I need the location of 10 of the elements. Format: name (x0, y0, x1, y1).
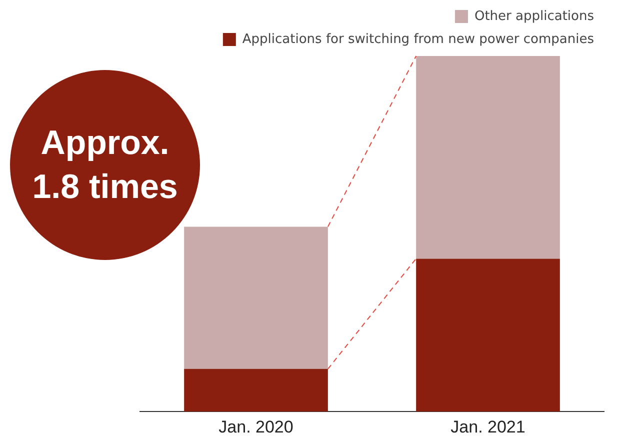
circle-badge: Approx. 1.8 times (10, 70, 200, 260)
x-tick-label: Jan. 2021 (450, 417, 526, 436)
legend-label: Other applications (474, 8, 594, 24)
bar (184, 368, 328, 412)
annotation: Approx. 1.8 times (31, 122, 179, 208)
bar (184, 226, 328, 369)
legend-label: Applications for switching from new power companies (242, 32, 594, 47)
x-tick-label: Jan. 2020 (218, 417, 294, 436)
bar (416, 258, 560, 412)
bar (416, 56, 560, 259)
